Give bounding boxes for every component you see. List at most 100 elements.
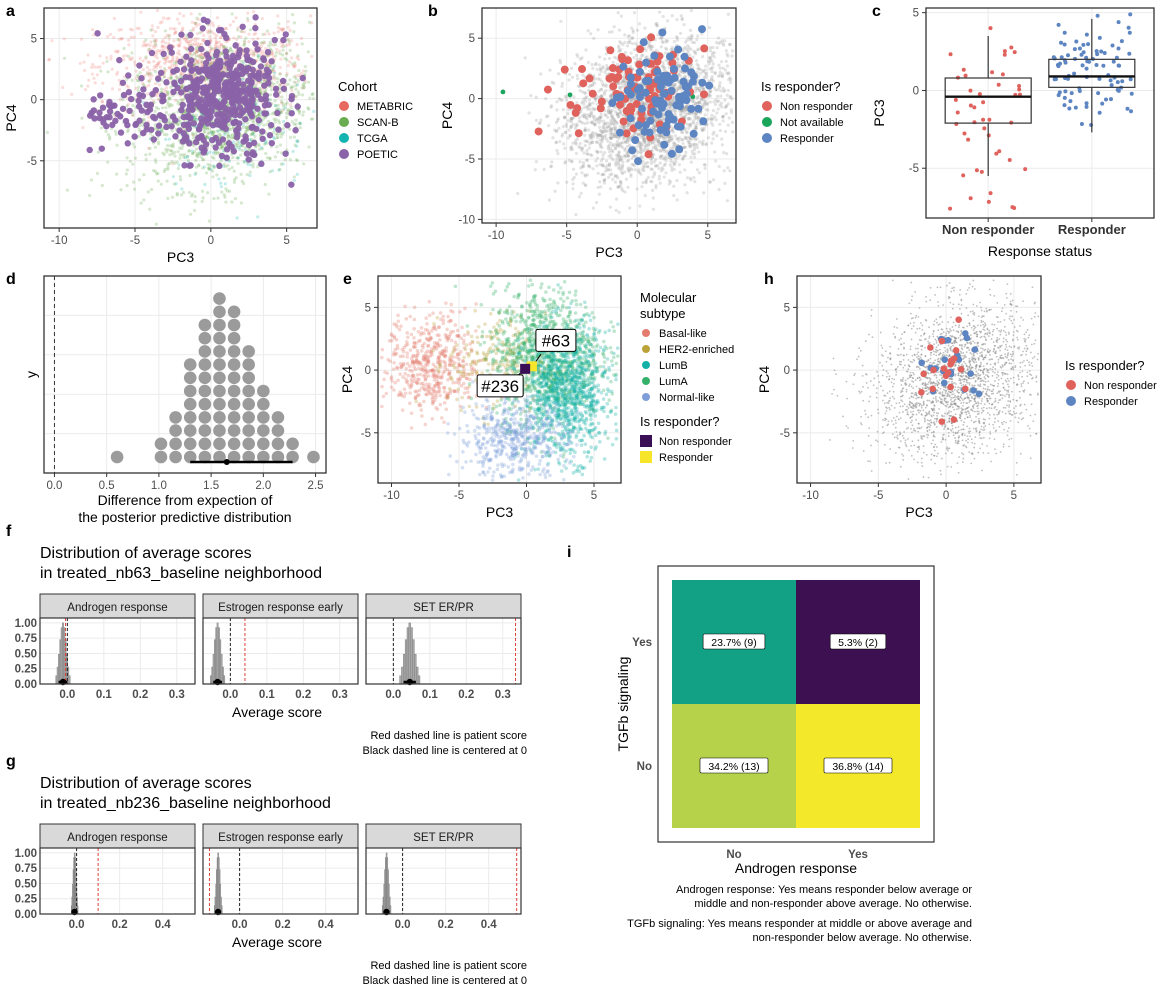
point-scan-b xyxy=(227,189,232,193)
point-scan-b xyxy=(133,145,137,149)
point-scan-b xyxy=(142,83,146,87)
point-scan-b xyxy=(153,109,157,113)
point-background xyxy=(682,154,686,158)
point-metabric xyxy=(146,92,150,96)
point-metabric xyxy=(285,72,289,76)
point-metabric xyxy=(176,43,180,47)
point-poetic xyxy=(161,117,169,124)
point-metabric xyxy=(208,61,212,65)
point-background xyxy=(692,176,696,180)
point-poetic xyxy=(195,126,203,133)
point-background xyxy=(622,154,626,158)
point-scan-b xyxy=(166,162,170,166)
point-metabric xyxy=(120,37,124,41)
point-scan-b xyxy=(198,12,202,16)
point-metabric xyxy=(267,32,271,36)
point-scan-b xyxy=(193,199,197,204)
point-background xyxy=(566,119,570,123)
point-scan-b xyxy=(296,54,300,58)
point-background xyxy=(657,166,661,171)
point-metabric xyxy=(194,43,198,47)
point-scan-b xyxy=(154,69,158,74)
point-poetic xyxy=(292,127,299,134)
point-scan-b xyxy=(198,54,202,59)
point-scan-b xyxy=(106,70,110,74)
point-metabric xyxy=(170,59,174,63)
point-background xyxy=(701,69,705,74)
point-metabric xyxy=(134,76,138,80)
point-poetic xyxy=(209,136,216,144)
point-poetic xyxy=(204,120,212,127)
point-background xyxy=(675,38,680,42)
point-background xyxy=(631,41,635,46)
point-background xyxy=(556,152,560,156)
point-scan-b xyxy=(273,155,278,159)
point-poetic xyxy=(261,110,268,117)
point-scan-b xyxy=(230,12,234,16)
point-scan-b xyxy=(213,152,217,156)
point-background xyxy=(707,26,712,30)
point-tcga xyxy=(263,141,267,145)
point-metabric xyxy=(221,44,225,48)
point-background xyxy=(703,166,707,170)
point-background xyxy=(599,145,603,149)
point-metabric xyxy=(299,36,304,41)
point-metabric xyxy=(172,38,176,43)
point-metabric xyxy=(141,44,145,48)
point-scan-b xyxy=(275,145,279,149)
point-metabric xyxy=(195,41,199,45)
point-metabric xyxy=(167,59,171,63)
point-metabric xyxy=(292,65,296,69)
point-background xyxy=(647,69,651,73)
point-background xyxy=(571,167,576,171)
point-metabric xyxy=(215,45,219,49)
point-metabric xyxy=(144,56,148,61)
point-scan-b xyxy=(200,199,204,204)
point-background xyxy=(630,26,634,30)
point-scan-b xyxy=(168,102,173,106)
point-background xyxy=(714,118,718,122)
point-scan-b xyxy=(276,77,280,81)
point-metabric xyxy=(219,43,224,47)
point-metabric xyxy=(185,47,189,51)
point-poetic xyxy=(94,30,101,37)
point-metabric xyxy=(260,16,264,21)
point-background xyxy=(719,89,723,93)
point-poetic xyxy=(245,141,253,149)
point-metabric xyxy=(174,59,178,63)
point-poetic xyxy=(176,127,183,134)
point-metabric xyxy=(301,69,306,73)
point-scan-b xyxy=(162,67,167,71)
point-metabric xyxy=(116,49,120,53)
point-background xyxy=(640,185,644,189)
point-scan-b xyxy=(268,40,272,44)
point-background xyxy=(571,182,575,186)
point-background xyxy=(681,141,685,146)
point-poetic xyxy=(138,75,145,82)
point-background xyxy=(710,70,714,74)
point-metabric xyxy=(187,40,191,44)
point-poetic xyxy=(271,36,278,44)
point-background xyxy=(715,46,719,50)
point-scan-b xyxy=(144,38,148,42)
point-metabric xyxy=(175,51,180,55)
point-metabric xyxy=(141,59,145,63)
point-background xyxy=(663,155,667,159)
point-metabric xyxy=(192,42,197,46)
point-tcga xyxy=(202,165,207,169)
point-scan-b xyxy=(113,129,117,134)
point-background xyxy=(614,120,618,124)
point-poetic xyxy=(230,58,238,65)
point-background xyxy=(731,130,735,134)
point-scan-b xyxy=(192,208,197,213)
point-metabric xyxy=(50,39,54,43)
point-background xyxy=(642,168,646,173)
point-tcga xyxy=(295,144,299,148)
point-background xyxy=(725,93,729,97)
point-poetic xyxy=(245,156,252,163)
point-background xyxy=(662,175,666,179)
point-metabric xyxy=(228,23,232,27)
x-tick-label: 5 xyxy=(283,235,289,247)
point-metabric xyxy=(156,62,160,66)
point-metabric xyxy=(220,42,224,47)
